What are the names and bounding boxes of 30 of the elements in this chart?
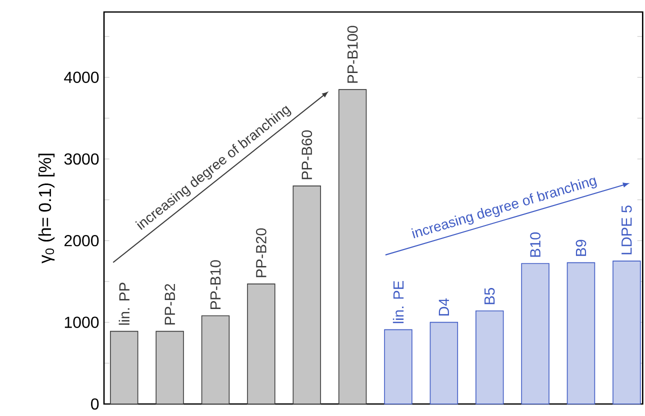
bar — [156, 330, 184, 404]
y-tick-label: 1000 — [64, 316, 99, 328]
bar — [201, 315, 230, 404]
x-tick-label: B5 — [484, 288, 495, 304]
y-tick-label: 3000 — [64, 153, 99, 165]
x-tick-label: LDPE 5 — [622, 206, 632, 254]
bar — [338, 89, 367, 404]
bar — [430, 322, 458, 404]
bar — [247, 284, 276, 404]
x-tick-label: PP-B2 — [164, 284, 175, 324]
bar — [521, 263, 550, 404]
x-tick-label: lin. PP — [118, 282, 130, 325]
x-tick-label: B10 — [530, 232, 540, 257]
x-tick-label: PP-B20 — [256, 228, 266, 278]
y-tick-label: 2000 — [64, 235, 99, 246]
x-tick-label: B9 — [576, 240, 586, 256]
bar — [612, 260, 641, 404]
bar — [566, 262, 596, 404]
x-tick-label: lin. PE — [392, 280, 404, 324]
bar — [110, 330, 138, 404]
x-tick-label: D4 — [438, 298, 449, 316]
x-tick-label: PP-B60 — [302, 130, 312, 180]
y-tick-label: 0 — [91, 398, 99, 410]
x-tick-label: PP-B10 — [210, 260, 221, 309]
x-tick-label: PP-B100 — [347, 26, 358, 83]
bar — [384, 329, 412, 404]
bar — [292, 186, 321, 404]
bar — [476, 310, 504, 404]
y-axis-title: γ$_{0}$ (h= 0.1) [%] — [38, 154, 55, 264]
y-tick-label: 4000 — [64, 72, 99, 83]
